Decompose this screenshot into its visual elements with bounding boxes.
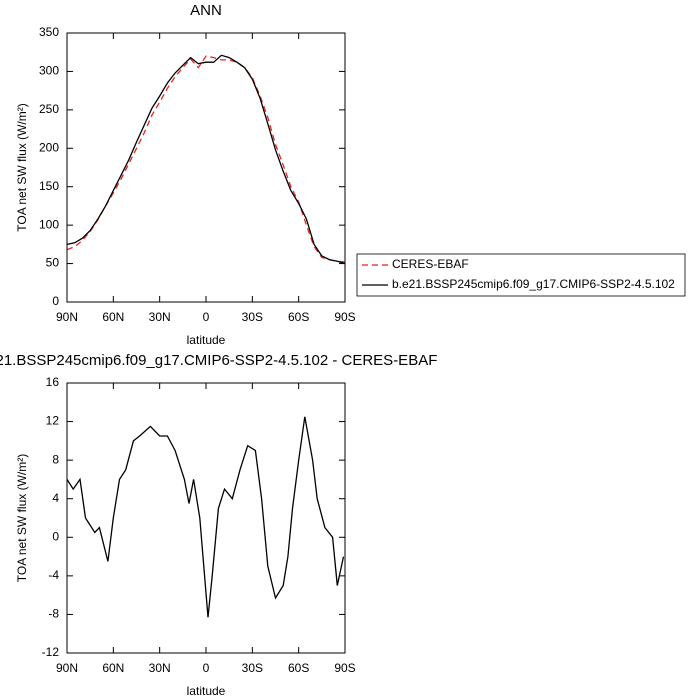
x-tick-label: 0 <box>203 310 210 324</box>
y-tick-label: 300 <box>39 64 59 78</box>
chart-title: b.e21.BSSP245cmip6.f09_g17.CMIP6-SSP2-4.… <box>0 352 437 369</box>
y-tick-label: -4 <box>48 568 59 582</box>
y-tick-label: 200 <box>39 140 59 154</box>
y-tick-label: 350 <box>39 25 59 39</box>
legend-box <box>356 253 686 297</box>
y-tick-label: 12 <box>46 414 60 428</box>
y-tick-label: 50 <box>46 256 60 270</box>
y-tick-label: 4 <box>52 491 59 505</box>
plot-frame <box>66 382 346 654</box>
x-tick-label: 90S <box>334 661 355 675</box>
x-axis-label: latitude <box>187 333 226 347</box>
chart-title: ANN <box>190 2 222 19</box>
x-axis-label: latitude <box>187 684 226 698</box>
y-axis-label: TOA net SW flux (W/m²) <box>15 454 29 582</box>
y-axis-label: TOA net SW flux (W/m²) <box>15 103 29 231</box>
y-tick-label: -8 <box>48 607 59 621</box>
y-tick-label: 16 <box>46 375 60 389</box>
legend-label: CERES-EBAF <box>392 257 469 271</box>
data-line <box>66 54 346 265</box>
x-tick-label: 60S <box>288 661 309 675</box>
x-tick-label: 90N <box>56 661 78 675</box>
x-tick-label: 60N <box>102 310 124 324</box>
x-tick-label: 30N <box>149 661 171 675</box>
y-tick-label: 0 <box>52 529 59 543</box>
x-tick-label: 30S <box>242 661 263 675</box>
y-tick-label: 250 <box>39 102 59 116</box>
data-line <box>66 55 346 263</box>
y-tick-label: 150 <box>39 179 59 193</box>
legend-label: b.e21.BSSP245cmip6.f09_g17.CMIP6-SSP2-4.… <box>392 277 675 291</box>
x-tick-label: 0 <box>203 661 210 675</box>
y-tick-label: -12 <box>42 645 60 659</box>
y-tick-label: 8 <box>52 452 59 466</box>
x-tick-label: 60S <box>288 310 309 324</box>
x-tick-label: 30N <box>149 310 171 324</box>
y-tick-label: 0 <box>52 294 59 308</box>
x-tick-label: 30S <box>242 310 263 324</box>
y-tick-label: 100 <box>39 217 59 231</box>
x-tick-label: 90S <box>334 310 355 324</box>
x-tick-label: 90N <box>56 310 78 324</box>
data-line <box>66 416 345 618</box>
plot-frame <box>66 32 346 303</box>
x-tick-label: 60N <box>102 661 124 675</box>
